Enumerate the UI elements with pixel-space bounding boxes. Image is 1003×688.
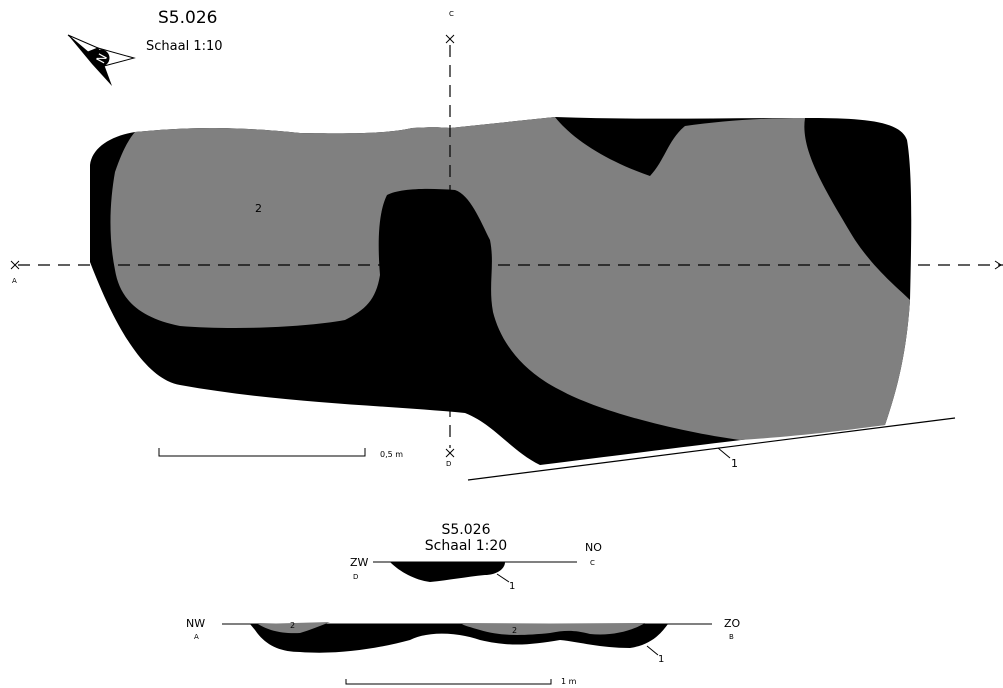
plan-scale: Schaal 1:10	[146, 39, 223, 54]
profile-ab-layer-label: 1	[658, 654, 664, 665]
plan-scalebar-label: 0,5 m	[380, 450, 403, 459]
north-arrow-icon: N	[67, 34, 136, 86]
section-point-d-marker	[445, 448, 455, 458]
profile-cd-right-label: NO	[585, 541, 602, 554]
profile-cd-layer-label: 1	[509, 581, 515, 592]
section-label-a: A	[12, 277, 17, 285]
profiles-title: S5.026	[442, 522, 491, 538]
plan-layer-1-label: 1	[731, 457, 738, 470]
profile-ab-left-label: NW	[186, 617, 205, 630]
plan-surface-line	[467, 417, 956, 481]
section-label-c: C	[449, 10, 454, 18]
section-label-d: D	[446, 460, 451, 468]
plan-fill-2-label: 2	[255, 202, 262, 215]
profile-ab-left-sub: A	[194, 633, 199, 641]
plan-title: S5.026	[158, 8, 217, 28]
plan-layer-1-leader	[717, 447, 731, 459]
profile-cd-right-sub: C	[590, 559, 595, 567]
profile-ab-layer-1	[250, 624, 668, 653]
profile-cd-left-label: ZW	[350, 556, 369, 569]
profile-cd-layer-1	[390, 562, 505, 582]
profile-cd-left-sub: D	[353, 573, 358, 581]
plan-fill-2	[110, 117, 910, 440]
profile-ab-right-label: ZO	[724, 617, 741, 630]
profile-ab-fill-label-2: 2	[512, 626, 517, 635]
profile-ab-fill-label-1: 2	[290, 621, 295, 630]
section-point-b-arrow-icon	[994, 260, 1002, 270]
profile-cd-layer-leader	[496, 573, 510, 583]
section-point-c-marker	[445, 34, 455, 44]
profiles-scalebar-label: 1 m	[561, 677, 577, 686]
profile-ab-fill-2b	[462, 623, 645, 635]
plan-scalebar	[158, 448, 366, 457]
profiles-scalebar	[345, 679, 552, 685]
profile-ab-layer-leader	[646, 645, 659, 656]
profiles-scale: Schaal 1:20	[425, 538, 507, 554]
section-point-a-marker	[10, 260, 20, 270]
profile-ab-fill-2a	[258, 622, 330, 634]
profile-ab-right-sub: B	[729, 633, 734, 641]
